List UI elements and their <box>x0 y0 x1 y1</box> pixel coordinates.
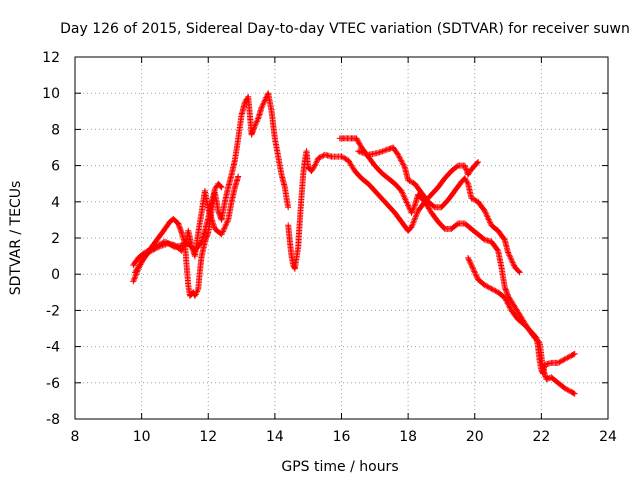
plot-frame <box>74 56 609 420</box>
y-tick-label: 8 <box>51 122 60 138</box>
data-series <box>130 90 578 397</box>
y-tick-label: 10 <box>42 86 60 102</box>
x-tick-label: 12 <box>199 429 217 445</box>
x-tick-label: 18 <box>399 429 417 445</box>
x-tick-label: 16 <box>333 429 351 445</box>
x-axis-label: GPS time / hours <box>281 459 398 475</box>
y-tick-label: -4 <box>46 340 60 356</box>
chart-title: Day 126 of 2015, Sidereal Day-to-day VTE… <box>60 21 630 37</box>
series-markers <box>130 90 292 299</box>
x-tick-label: 20 <box>466 429 484 445</box>
y-tick-label: 6 <box>51 159 60 175</box>
series-track-f <box>355 144 523 276</box>
x-tick-label: 10 <box>133 429 151 445</box>
x-tick-label: 24 <box>599 429 617 445</box>
series-markers <box>465 254 578 377</box>
series-markers <box>285 148 482 272</box>
series-track-c <box>132 173 242 276</box>
x-tick-label: 14 <box>266 429 284 445</box>
series-track-a <box>130 90 292 299</box>
series-markers <box>355 144 523 276</box>
series-markers <box>132 173 242 276</box>
x-tick-label: 8 <box>71 429 80 445</box>
series-track-d <box>285 148 482 272</box>
y-axis-label: SDTVAR / TECUs <box>8 181 24 296</box>
y-tick-label: -6 <box>46 376 60 392</box>
y-tick-label: 12 <box>42 50 60 66</box>
y-tick-label: -2 <box>46 303 60 319</box>
y-tick-label: -8 <box>46 412 60 428</box>
series-track-g <box>465 254 578 377</box>
y-tick-label: 0 <box>51 267 60 283</box>
y-tick-label: 2 <box>51 231 60 247</box>
y-tick-label: 4 <box>51 195 60 211</box>
x-tick-label: 22 <box>532 429 550 445</box>
